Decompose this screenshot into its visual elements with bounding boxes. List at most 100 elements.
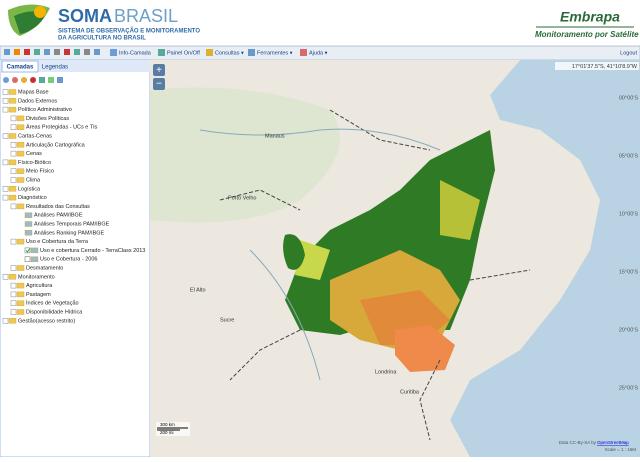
toolbar-button[interactable]: Ajuda ▾ [309,50,328,56]
toolbar-tool[interactable] [64,49,70,55]
folder-icon [8,98,17,104]
expander[interactable] [2,194,9,201]
toolbar-button[interactable]: Info-Camada [119,50,152,56]
folder-icon [24,221,33,227]
expander[interactable] [2,274,9,280]
layer-label[interactable]: Agricultura [26,283,53,289]
toolbar-tool[interactable] [34,49,40,55]
place: Londrina [375,369,397,375]
layer-label[interactable]: Análises Temporais PAM/IBGE [34,221,110,227]
expander[interactable] [10,309,17,315]
layer-label[interactable]: Gestão(acesso restrito) [18,318,75,324]
expander[interactable] [2,133,9,139]
expander[interactable] [10,300,17,306]
place: Curitiba [400,389,420,395]
zoom-out-label[interactable]: − [156,79,162,90]
panel-icons [3,77,63,83]
latitude-labels: 00°00'S 05°00'S 10°00'S 15°00'S 20°00'S 25°00… [619,95,638,391]
layer-label[interactable]: Divisões Políticas [26,116,69,122]
folder-icon [8,106,17,113]
toolbar-tool[interactable] [94,49,100,55]
expander[interactable] [2,318,9,324]
layer-label[interactable]: Áreas Protegidas - UCs e TIs [26,124,98,131]
toolbar-tool[interactable] [14,49,20,55]
layer-label[interactable]: Uso e Cobertura da Terra [26,239,89,245]
zoom-in[interactable] [153,64,165,76]
zoom-out[interactable] [153,78,165,90]
expander[interactable] [10,203,17,210]
toolbar-icon [248,49,255,56]
expander[interactable] [10,291,17,298]
expander[interactable] [10,177,17,183]
layer-label[interactable]: Análises PAM/IBGE [34,213,83,219]
subtitle: SISTEMA DE OBSERVAÇÃO E MONITORAMENTO [58,28,200,35]
layer-label[interactable]: Análises Ranking PAM/IBGE [34,230,105,236]
layer-label[interactable]: Político Administrativo [18,107,72,113]
layer-label[interactable]: Uso e cobertura Cerrado - TerraClass 201… [40,248,145,254]
layer-label[interactable]: Mapas Base [18,89,49,95]
expander[interactable] [10,142,17,148]
toolbar-tool[interactable] [54,49,60,55]
checkbox[interactable] [24,247,31,254]
attribution-link[interactable]: OpenStreetMap [597,440,629,445]
place: Sucre [220,317,234,323]
expander[interactable] [10,282,17,289]
expander[interactable] [2,89,9,95]
layer-label[interactable]: Físico-Biótico [18,160,51,166]
expander[interactable] [10,238,17,245]
tab[interactable] [1,60,39,73]
checkbox[interactable] [24,256,31,262]
tab-label[interactable]: Legendas [42,65,68,71]
layer-label[interactable]: Meio Físico [26,169,54,175]
toolbar-button[interactable]: Consultas ▾ [215,50,244,56]
expander[interactable] [10,168,17,174]
scale-km: 300 km [160,422,175,427]
check[interactable] [25,248,31,253]
folder-icon [16,291,25,298]
expander[interactable] [10,115,17,122]
toolbar-button[interactable]: Painel On/Off [167,50,200,56]
expander[interactable] [2,159,9,166]
toolbar-tool[interactable] [24,49,30,55]
folder-icon [8,274,17,280]
coordinates: 17°01'37.5"S, 41°10'8.9"W [572,64,638,70]
logout[interactable]: Logout [620,50,637,56]
layer-label[interactable]: Cartas-Cenas [18,133,52,139]
expander[interactable] [10,265,17,271]
toolbar-tool[interactable] [44,49,50,55]
expander[interactable] [2,98,9,104]
layer-label[interactable]: Desmatamento [26,265,63,271]
layer-label[interactable]: Resultados das Consultas [26,204,90,210]
toolbar-tool[interactable] [74,49,80,55]
toolbar-tool[interactable] [84,49,90,55]
zoom-in-label[interactable]: + [156,65,162,76]
layer-label[interactable]: Monitoramento [18,274,55,280]
partner: Embrapa [560,9,620,25]
expander[interactable] [2,186,9,192]
expander[interactable] [10,124,17,130]
expander[interactable] [2,106,9,113]
logo [8,4,50,36]
map[interactable] [150,60,640,457]
layer-label[interactable]: Articulação Cartográfica [26,142,86,148]
folder-icon [16,282,25,289]
folder-icon [16,309,25,315]
layer-label[interactable]: Uso e Cobertura - 2006 [40,257,97,263]
expander[interactable] [10,150,17,157]
brand-bold: SOMA [58,6,112,26]
layer-label[interactable]: Diagnóstico [18,195,47,201]
layer-label[interactable]: Índices de Vegetação [26,300,79,307]
tab-label[interactable]: Camadas [7,65,34,71]
scale-bar [156,422,190,436]
header [0,0,640,46]
toolbar-tool[interactable] [4,49,10,55]
layer-label[interactable]: Pastagem [26,292,51,298]
layer-label[interactable]: Logística [18,186,41,192]
layer-label[interactable]: Clima [26,177,41,183]
layer-label[interactable]: Dados Externos [18,98,57,104]
folder-icon [30,256,39,262]
layer-label[interactable]: Disponibilidade Hídrica [26,309,83,315]
layer-label[interactable]: Cenas [26,151,42,157]
toolbar-button[interactable]: Ferramentes ▾ [257,50,293,56]
folder-icon [24,212,33,218]
